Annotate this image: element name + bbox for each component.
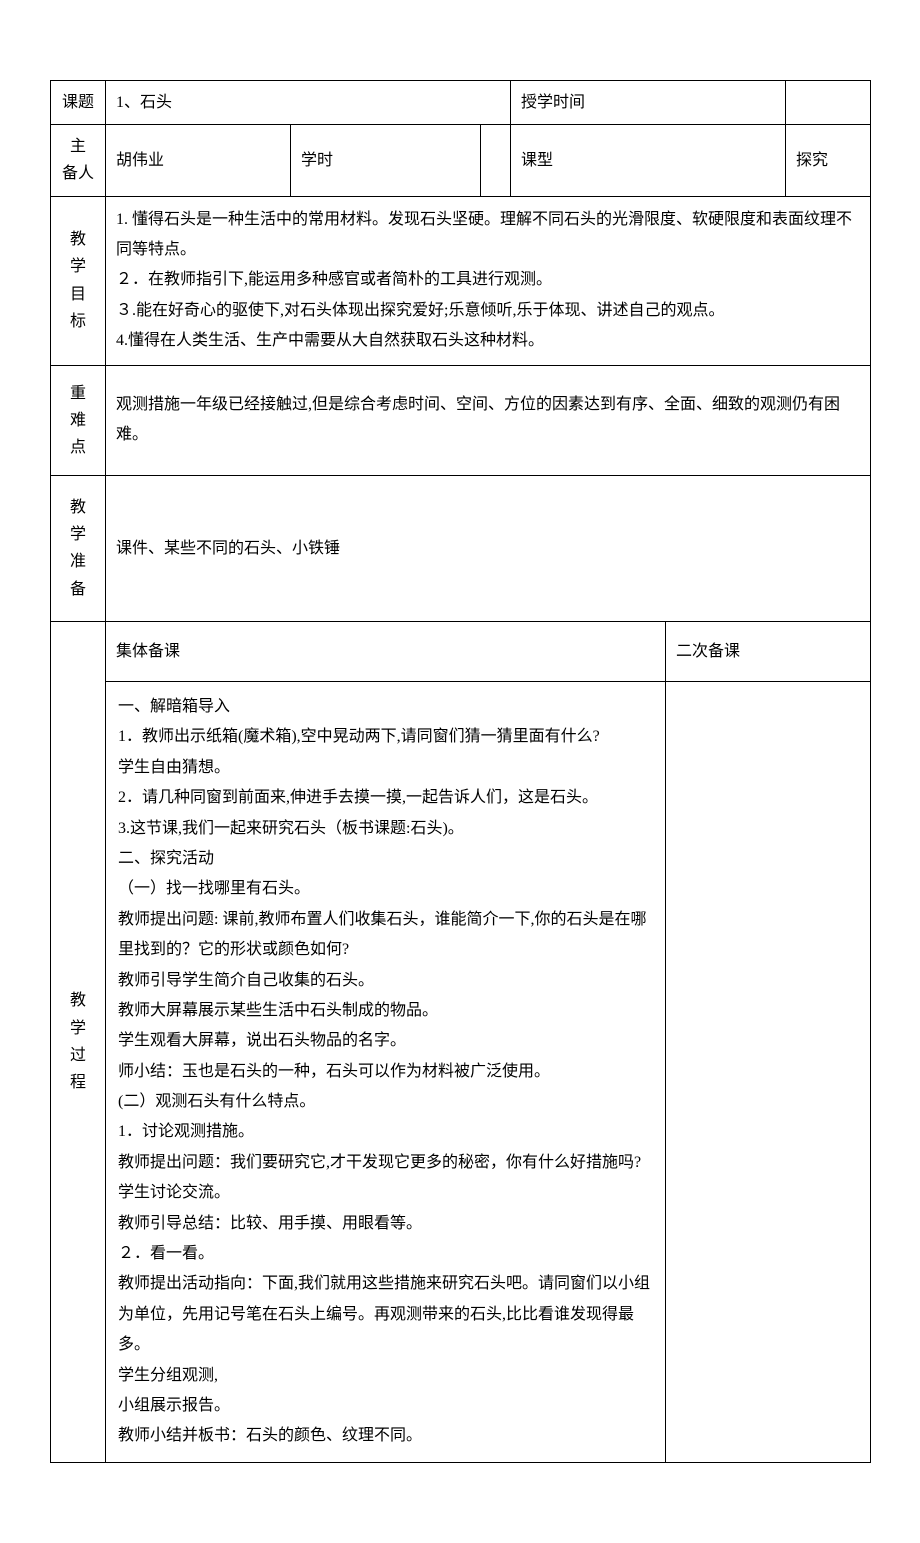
proc-p14: 1．讨论观测措施。 xyxy=(118,1117,653,1147)
proc-p9: 教师引导学生简介自己收集的石头。 xyxy=(118,966,653,996)
label-prep: 教 学 准 备 xyxy=(51,476,106,622)
label-period: 学时 xyxy=(291,125,481,196)
row-prep: 教 学 准 备 课件、某些不同的石头、小铁锤 xyxy=(51,476,871,622)
prep-char: 准 xyxy=(61,548,95,575)
proc-p17: 教师引导总结：比较、用手摸、用眼看等。 xyxy=(118,1209,653,1239)
proc-p21: 小组展示报告。 xyxy=(118,1391,653,1421)
prep-char: 备 xyxy=(61,576,95,603)
value-process: 一、解暗箱导入 1．教师出示纸箱(魔术箱),空中晃动两下,请同窗们猜一猜里面有什… xyxy=(106,682,666,1463)
proc-p13: (二）观测石头有什么特点。 xyxy=(118,1087,653,1117)
proc-p19: 教师提出活动指向：下面,我们就用这些措施来研究石头吧。请同窗们以小组为单位，先用… xyxy=(118,1269,653,1360)
value-classtype-note: 探究 xyxy=(786,125,871,196)
value-topic: 1、石头 xyxy=(106,81,511,125)
value-teach-time xyxy=(786,81,871,125)
proc-p12: 师小结：玉也是石头的一种，石头可以作为材料被广泛使用。 xyxy=(118,1057,653,1087)
label-mainprep: 主 备人 xyxy=(51,125,106,196)
lesson-plan-table: 课题 1、石头 授学时间 主 备人 胡伟业 学时 课型 探究 教 学 目 标 1… xyxy=(50,80,871,1463)
row-objectives: 教 学 目 标 1. 懂得石头是一种生活中的常用材料。发现石头坚硬。理解不同石头… xyxy=(51,196,871,365)
proc-char: 教 xyxy=(61,987,95,1014)
label-keypoints: 重 难 点 xyxy=(51,365,106,476)
value-second-prep xyxy=(666,682,871,1463)
proc-p16: 学生讨论交流。 xyxy=(118,1178,653,1208)
value-prep: 课件、某些不同的石头、小铁锤 xyxy=(106,476,871,622)
obj-char: 教 xyxy=(61,226,95,253)
proc-char: 程 xyxy=(61,1069,95,1096)
kp-char: 难 xyxy=(61,407,95,434)
obj-line3: ３.能在好奇心的驱使下,对石头体现出探究爱好;乐意倾听,乐于体现、讲述自己的观点… xyxy=(116,296,860,326)
proc-p1: 一、解暗箱导入 xyxy=(118,692,653,722)
proc-p20: 学生分组观测, xyxy=(118,1361,653,1391)
kp-char: 重 xyxy=(61,380,95,407)
row-keypoints: 重 难 点 观测措施一年级已经接触过,但是综合考虑时间、空间、方位的因素达到有序… xyxy=(51,365,871,476)
proc-p18: ２．看一看。 xyxy=(118,1239,653,1269)
proc-char: 过 xyxy=(61,1042,95,1069)
row-process-body: 一、解暗箱导入 1．教师出示纸箱(魔术箱),空中晃动两下,请同窗们猜一猜里面有什… xyxy=(51,682,871,1463)
prep-char: 学 xyxy=(61,521,95,548)
row-mainprep: 主 备人 胡伟业 学时 课型 探究 xyxy=(51,125,871,196)
proc-p3: 学生自由猜想。 xyxy=(118,753,653,783)
row-process-header: 教 学 过 程 集体备课 二次备课 xyxy=(51,621,871,681)
proc-p7: （一）找一找哪里有石头。 xyxy=(118,874,653,904)
proc-p11: 学生观看大屏幕，说出石头物品的名字。 xyxy=(118,1026,653,1056)
value-objectives: 1. 懂得石头是一种生活中的常用材料。发现石头坚硬。理解不同石头的光滑限度、软硬… xyxy=(106,196,871,365)
proc-p22: 教师小结并板书：石头的颜色、纹理不同。 xyxy=(118,1421,653,1451)
proc-p2: 1．教师出示纸箱(魔术箱),空中晃动两下,请同窗们猜一猜里面有什么? xyxy=(118,722,653,752)
obj-line2: ２．在教师指引下,能运用多种感官或者简朴的工具进行观测。 xyxy=(116,265,860,295)
label-teach-time: 授学时间 xyxy=(511,81,786,125)
value-mainprep: 胡伟业 xyxy=(106,125,291,196)
label-objectives: 教 学 目 标 xyxy=(51,196,106,365)
label-process: 教 学 过 程 xyxy=(51,621,106,1462)
value-keypoints: 观测措施一年级已经接触过,但是综合考虑时间、空间、方位的因素达到有序、全面、细致… xyxy=(106,365,871,476)
kp-char: 点 xyxy=(61,434,95,461)
obj-char: 标 xyxy=(61,308,95,335)
proc-p8: 教师提出问题: 课前,教师布置人们收集石头，谁能简介一下,你的石头是在哪里找到的… xyxy=(118,905,653,966)
obj-char: 学 xyxy=(61,253,95,280)
proc-char: 学 xyxy=(61,1015,95,1042)
obj-line1: 1. 懂得石头是一种生活中的常用材料。发现石头坚硬。理解不同石头的光滑限度、软硬… xyxy=(116,205,860,266)
row-topic: 课题 1、石头 授学时间 xyxy=(51,81,871,125)
proc-p6: 二、探究活动 xyxy=(118,844,653,874)
proc-p10: 教师大屏幕展示某些生活中石头制成的物品。 xyxy=(118,996,653,1026)
label-second-prep: 二次备课 xyxy=(666,621,871,681)
prep-char: 教 xyxy=(61,494,95,521)
proc-p5: 3.这节课,我们一起来研究石头（板书课题:石头)。 xyxy=(118,814,653,844)
obj-line4: 4.懂得在人类生活、生产中需要从大自然获取石头这种材料。 xyxy=(116,326,860,356)
proc-p4: 2．请几种同窗到前面来,伸进手去摸一摸,一起告诉人们，这是石头。 xyxy=(118,783,653,813)
label-classtype: 课型 xyxy=(511,125,786,196)
label-topic: 课题 xyxy=(51,81,106,125)
proc-p15: 教师提出问题：我们要研究它,才干发现它更多的秘密，你有什么好措施吗? xyxy=(118,1148,653,1178)
value-period xyxy=(481,125,511,196)
label-group-prep: 集体备课 xyxy=(106,621,666,681)
obj-char: 目 xyxy=(61,281,95,308)
